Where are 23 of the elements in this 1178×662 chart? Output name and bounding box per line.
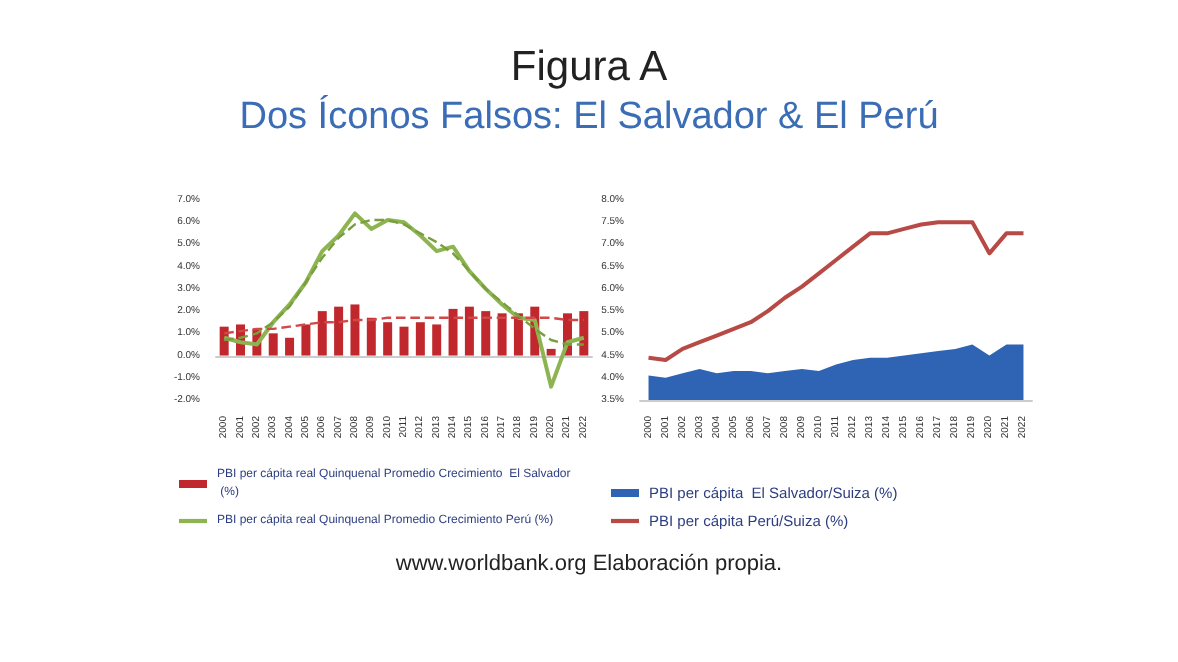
bar bbox=[415, 322, 425, 356]
line-series bbox=[222, 211, 586, 389]
bar bbox=[481, 311, 491, 356]
line-series bbox=[646, 220, 1026, 362]
bar bbox=[546, 348, 556, 356]
bar bbox=[334, 306, 344, 356]
text: www.worldbank.org Elaboración propia. bbox=[393, 552, 785, 576]
line-series bbox=[222, 316, 586, 335]
bar bbox=[448, 308, 458, 356]
bar bbox=[383, 322, 393, 356]
chart-title: Figura A bbox=[508, 44, 670, 92]
bar bbox=[497, 313, 507, 356]
bar bbox=[366, 317, 376, 356]
bar bbox=[317, 311, 327, 356]
bar bbox=[579, 311, 589, 356]
bar bbox=[464, 306, 474, 356]
bar bbox=[285, 337, 295, 356]
bar bbox=[268, 333, 278, 356]
chart-subtitle: Dos Íconos Falsos: El Salvador & El Perú bbox=[237, 96, 941, 140]
bar bbox=[350, 304, 360, 356]
line-series bbox=[222, 218, 586, 346]
bar bbox=[301, 324, 311, 356]
bar bbox=[432, 324, 442, 356]
